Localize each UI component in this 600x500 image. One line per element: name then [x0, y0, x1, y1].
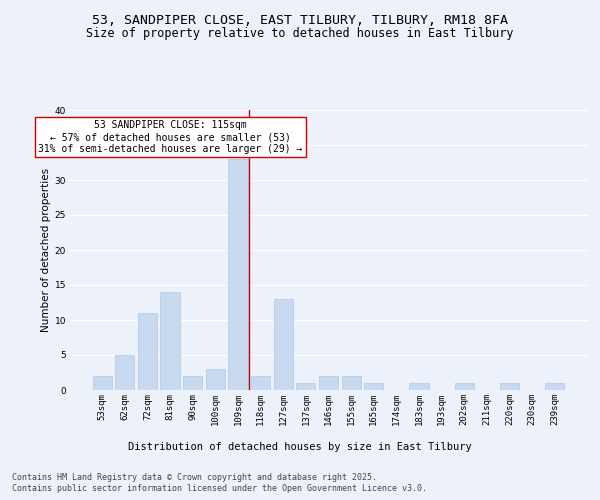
Text: Contains HM Land Registry data © Crown copyright and database right 2025.: Contains HM Land Registry data © Crown c…	[12, 472, 377, 482]
Bar	[296, 383, 316, 390]
Text: Distribution of detached houses by size in East Tilbury: Distribution of detached houses by size …	[128, 442, 472, 452]
Text: 53, SANDPIPER CLOSE, EAST TILBURY, TILBURY, RM18 8FA: 53, SANDPIPER CLOSE, EAST TILBURY, TILBU…	[92, 14, 508, 27]
Bar	[115, 355, 134, 390]
Y-axis label: Number of detached properties: Number of detached properties	[41, 168, 50, 332]
Bar	[341, 376, 361, 390]
Text: 53 SANDPIPER CLOSE: 115sqm
← 57% of detached houses are smaller (53)
31% of semi: 53 SANDPIPER CLOSE: 115sqm ← 57% of deta…	[38, 120, 302, 154]
Bar	[183, 376, 202, 390]
Bar	[229, 159, 248, 390]
Bar	[500, 383, 519, 390]
Bar	[92, 376, 112, 390]
Bar	[160, 292, 180, 390]
Bar	[274, 299, 293, 390]
Bar	[409, 383, 428, 390]
Bar	[455, 383, 474, 390]
Text: Contains public sector information licensed under the Open Government Licence v3: Contains public sector information licen…	[12, 484, 427, 493]
Bar	[206, 369, 225, 390]
Bar	[364, 383, 383, 390]
Bar	[138, 313, 157, 390]
Text: Size of property relative to detached houses in East Tilbury: Size of property relative to detached ho…	[86, 28, 514, 40]
Bar	[251, 376, 270, 390]
Bar	[319, 376, 338, 390]
Bar	[545, 383, 565, 390]
